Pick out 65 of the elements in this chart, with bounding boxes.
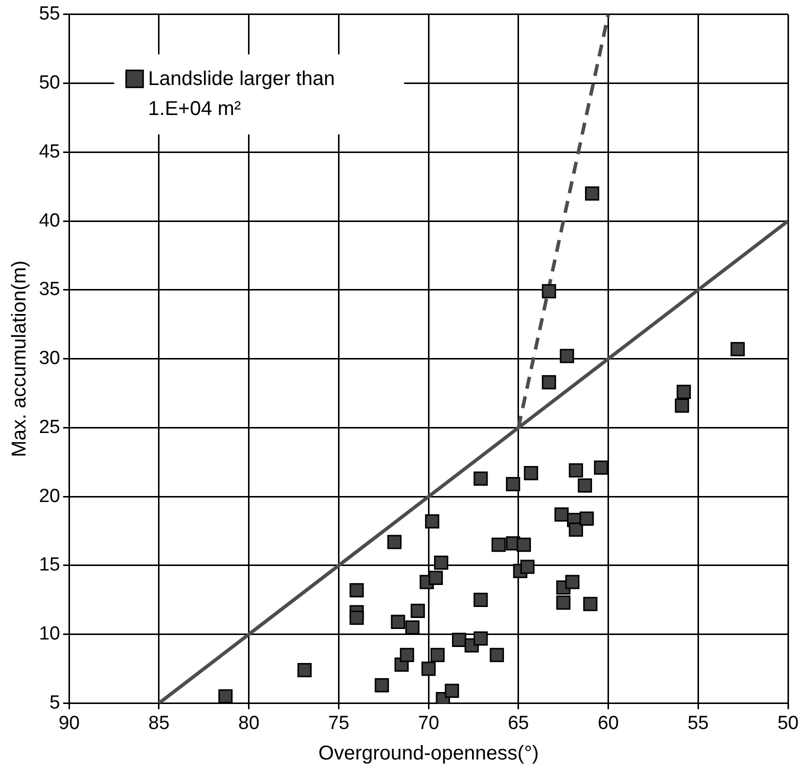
point: [387, 534, 402, 550]
point: [350, 583, 364, 598]
point: [444, 684, 460, 698]
point: [434, 556, 448, 570]
x-tick-label: 70: [418, 712, 440, 734]
x-tick-label: 80: [238, 712, 260, 734]
point: [542, 375, 556, 390]
x-tick-label: 55: [688, 712, 709, 734]
y-tick-label: 50: [38, 72, 60, 94]
point: [594, 460, 608, 475]
point: [554, 507, 569, 522]
point: [490, 648, 504, 662]
point: [452, 632, 466, 647]
legend-label: Landslide larger than 1.E+04 m²: [148, 68, 335, 120]
point: [520, 560, 535, 574]
point: [474, 472, 488, 486]
point: [506, 477, 520, 492]
point: [428, 570, 443, 585]
point: [410, 604, 425, 618]
point: [430, 648, 445, 662]
point: [524, 466, 538, 480]
point: [492, 538, 506, 552]
y-tick-label: 15: [38, 554, 60, 576]
y-tick-label: 30: [38, 348, 60, 370]
y-tick-label: 5: [50, 692, 60, 714]
x-tick-label: 90: [58, 712, 80, 734]
point: [474, 631, 488, 646]
x-tick-label: 85: [148, 712, 170, 734]
point: [400, 648, 414, 662]
point: [350, 610, 364, 625]
point: [556, 596, 570, 610]
point: [565, 574, 580, 590]
x-axis-title: Overground-openness(°): [318, 742, 539, 765]
y-tick-label: 20: [38, 486, 60, 507]
x-tick-label: 50: [777, 712, 799, 734]
y-tick-label: 40: [38, 210, 60, 232]
point: [578, 478, 592, 493]
point: [730, 342, 745, 356]
y-tick-label: 55: [38, 4, 60, 25]
point: [474, 592, 488, 607]
point: [676, 384, 691, 399]
y-tick-label: 35: [38, 279, 60, 300]
point: [674, 398, 690, 413]
point: [584, 186, 600, 201]
point: [297, 663, 312, 678]
y-axis-title: Max. accumulation(m): [8, 260, 31, 458]
point: [542, 284, 556, 298]
point: [568, 522, 584, 537]
point: [405, 620, 420, 635]
point: [374, 678, 389, 692]
x-tick-label: 60: [598, 712, 619, 734]
y-tick-label: 25: [38, 416, 60, 438]
x-tick-label: 65: [508, 712, 529, 734]
y-tick-label: 45: [38, 141, 60, 162]
point: [560, 348, 574, 364]
point: [580, 511, 594, 526]
x-tick-label: 75: [328, 712, 350, 734]
point: [583, 596, 598, 612]
point: [421, 662, 436, 676]
point: [390, 614, 406, 630]
point: [218, 689, 233, 704]
point: [568, 463, 584, 478]
point: [516, 538, 531, 552]
point: [425, 514, 440, 528]
y-tick-label: 10: [38, 624, 60, 645]
